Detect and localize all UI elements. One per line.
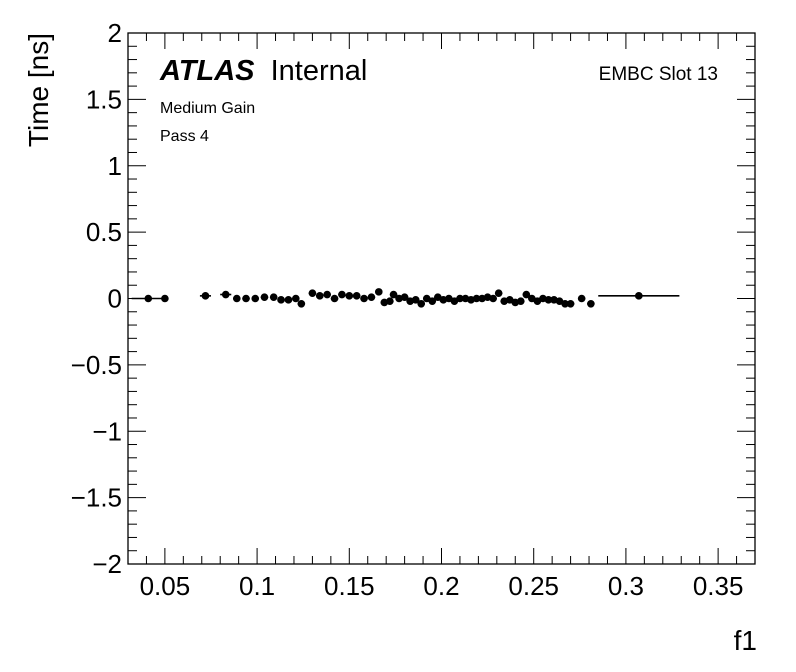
data-point: [489, 294, 497, 303]
data-point: [315, 292, 324, 300]
data-point: [456, 294, 464, 303]
data-point: [269, 293, 278, 301]
data-point: [242, 294, 250, 303]
data-point: [635, 292, 643, 300]
data-point: [389, 290, 398, 299]
atlas-label: ATLAS Internal: [159, 55, 367, 87]
y-tick-label: 0: [108, 284, 122, 314]
y-tick-label: 0.5: [86, 217, 122, 247]
data-point: [144, 294, 153, 303]
data-point: [277, 296, 285, 304]
data-point: [161, 294, 169, 303]
data-point: [544, 296, 553, 304]
x-axis-ticks: [127, 33, 756, 564]
x-tick-label: 0.15: [324, 571, 375, 601]
data-point: [221, 290, 230, 299]
gain-label: Medium Gain: [160, 100, 255, 117]
data-point: [233, 294, 241, 303]
y-tick-label: −1: [92, 416, 122, 446]
data-point: [251, 294, 260, 303]
data-point: [417, 300, 426, 308]
svg-text:ATLAS Internal: ATLAS Internal: [159, 55, 367, 87]
y-tick-label: −1.5: [71, 483, 122, 513]
data-point: [352, 292, 361, 300]
data-point: [561, 300, 569, 308]
data-point: [516, 297, 525, 305]
data-point: [330, 294, 339, 303]
y-axis-title: Time [ns]: [23, 33, 54, 147]
data-point: [494, 289, 503, 297]
x-tick-label: 0.05: [140, 571, 191, 601]
y-tick-label: −2: [92, 549, 122, 579]
x-tick-label: 0.25: [508, 571, 559, 601]
y-tick-label: 2: [108, 18, 122, 48]
data-point: [360, 294, 368, 303]
pass-label: Pass 4: [160, 128, 209, 145]
y-tick-label: 1.5: [86, 84, 122, 114]
x-axis-tick-labels: 0.05 0.1 0.15 0.2 0.25 0.3 0.35: [140, 571, 744, 601]
data-point: [375, 288, 383, 296]
data-point: [338, 290, 346, 299]
data-point: [566, 300, 575, 308]
data-point: [577, 294, 586, 303]
y-axis-ticks: [128, 32, 755, 565]
data-point: [428, 297, 437, 305]
data-point: [367, 293, 376, 301]
x-tick-label: 0.35: [693, 571, 744, 601]
data-point: [522, 290, 531, 299]
data-point: [260, 293, 269, 301]
atlas-experiment-label: ATLAS: [159, 55, 255, 87]
data-points: [131, 288, 680, 308]
x-axis-title: f1: [734, 625, 757, 656]
data-point: [386, 297, 394, 305]
data-point: [345, 292, 354, 300]
data-point: [323, 290, 331, 299]
data-point: [587, 300, 595, 308]
y-tick-label: 1: [108, 151, 122, 181]
y-axis-tick-labels: −2 −1.5 −1 −0.5 0 0.5 1 1.5 2: [71, 18, 122, 579]
data-point: [308, 289, 317, 297]
data-point: [292, 294, 300, 303]
y-tick-label: −0.5: [71, 350, 122, 380]
x-tick-label: 0.3: [608, 571, 644, 601]
data-point: [472, 294, 481, 303]
data-point: [411, 296, 420, 304]
data-point: [201, 292, 210, 300]
data-point: [297, 300, 306, 308]
atlas-status-label: Internal: [271, 55, 368, 87]
x-tick-label: 0.2: [423, 571, 459, 601]
detector-slot-label: EMBC Slot 13: [599, 64, 718, 85]
data-point: [400, 293, 409, 301]
data-point: [284, 296, 293, 304]
x-tick-label: 0.1: [239, 571, 275, 601]
